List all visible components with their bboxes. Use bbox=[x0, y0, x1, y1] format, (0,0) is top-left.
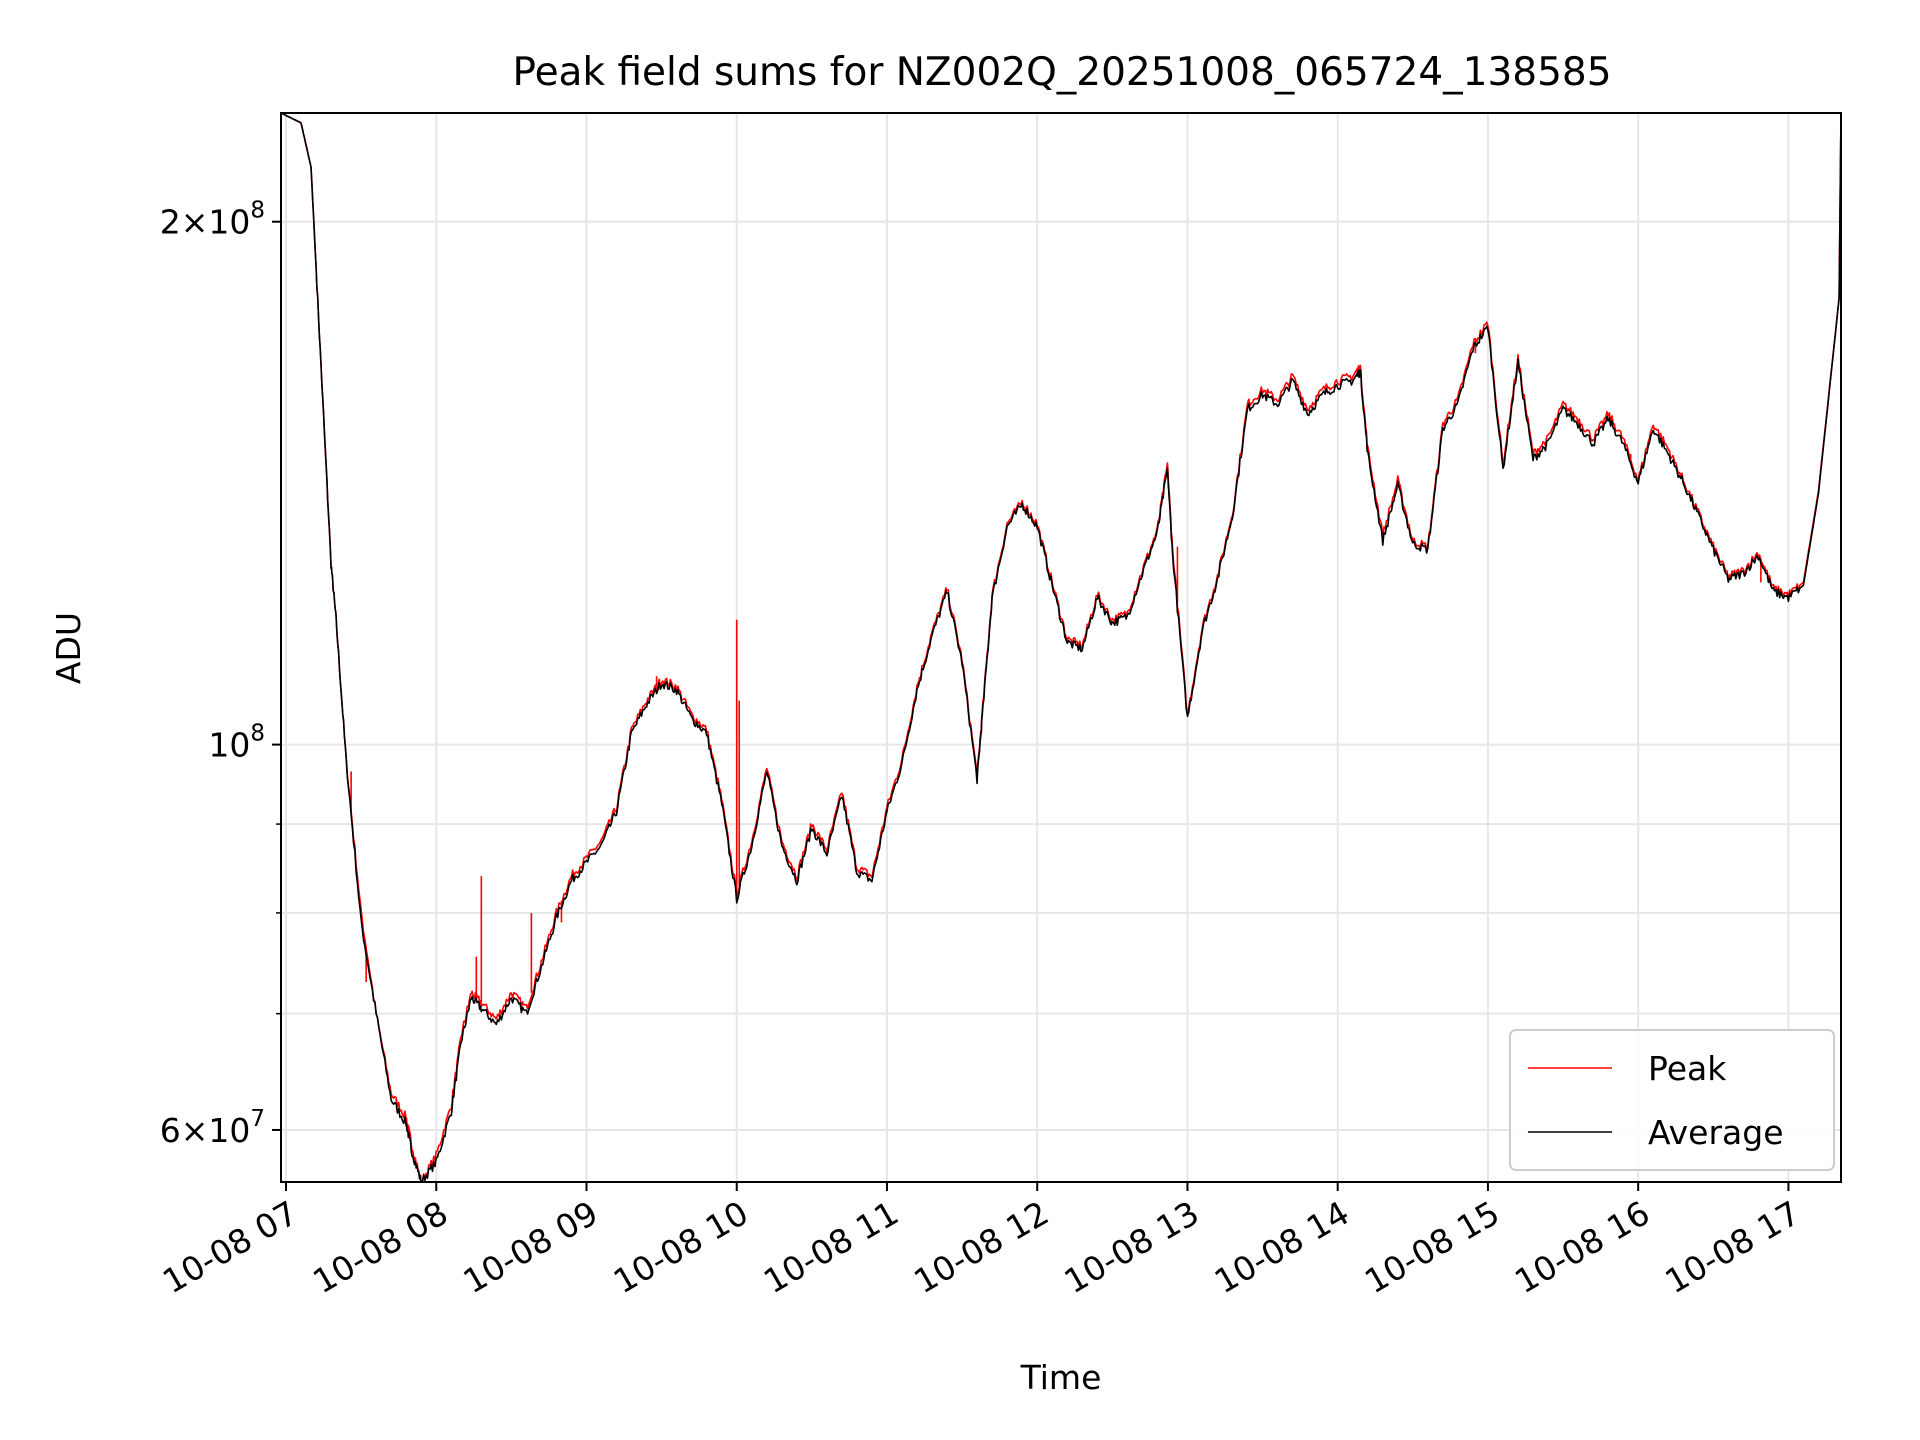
legend-label-peak: Peak bbox=[1648, 1049, 1727, 1088]
y-axis-label: ADU bbox=[49, 612, 88, 684]
y-tick-label-base: 2×10 bbox=[160, 203, 251, 242]
y-tick-label: 6×107 bbox=[160, 1106, 265, 1150]
y-tick-label: 2×108 bbox=[160, 198, 265, 242]
y-tick-label-base: 6×10 bbox=[160, 1111, 251, 1150]
legend: Peak Average bbox=[1509, 1029, 1835, 1171]
series-line-average bbox=[281, 113, 1841, 1182]
legend-label-average: Average bbox=[1648, 1113, 1784, 1152]
y-tick-label-base: 10 bbox=[208, 726, 250, 765]
legend-box bbox=[1509, 1029, 1835, 1171]
y-tick-label: 108 bbox=[208, 721, 265, 765]
plot-area bbox=[281, 113, 1841, 1182]
y-tick-label-exponent: 8 bbox=[250, 198, 265, 224]
x-axis-label: Time bbox=[1020, 1358, 1102, 1397]
y-tick-label-exponent: 8 bbox=[250, 721, 265, 747]
chart-title: Peak field sums for NZ002Q_20251008_0657… bbox=[512, 50, 1611, 95]
y-tick-label-exponent: 7 bbox=[250, 1106, 265, 1132]
grid-lines bbox=[281, 113, 1841, 1182]
plot-frame bbox=[280, 112, 1842, 1183]
